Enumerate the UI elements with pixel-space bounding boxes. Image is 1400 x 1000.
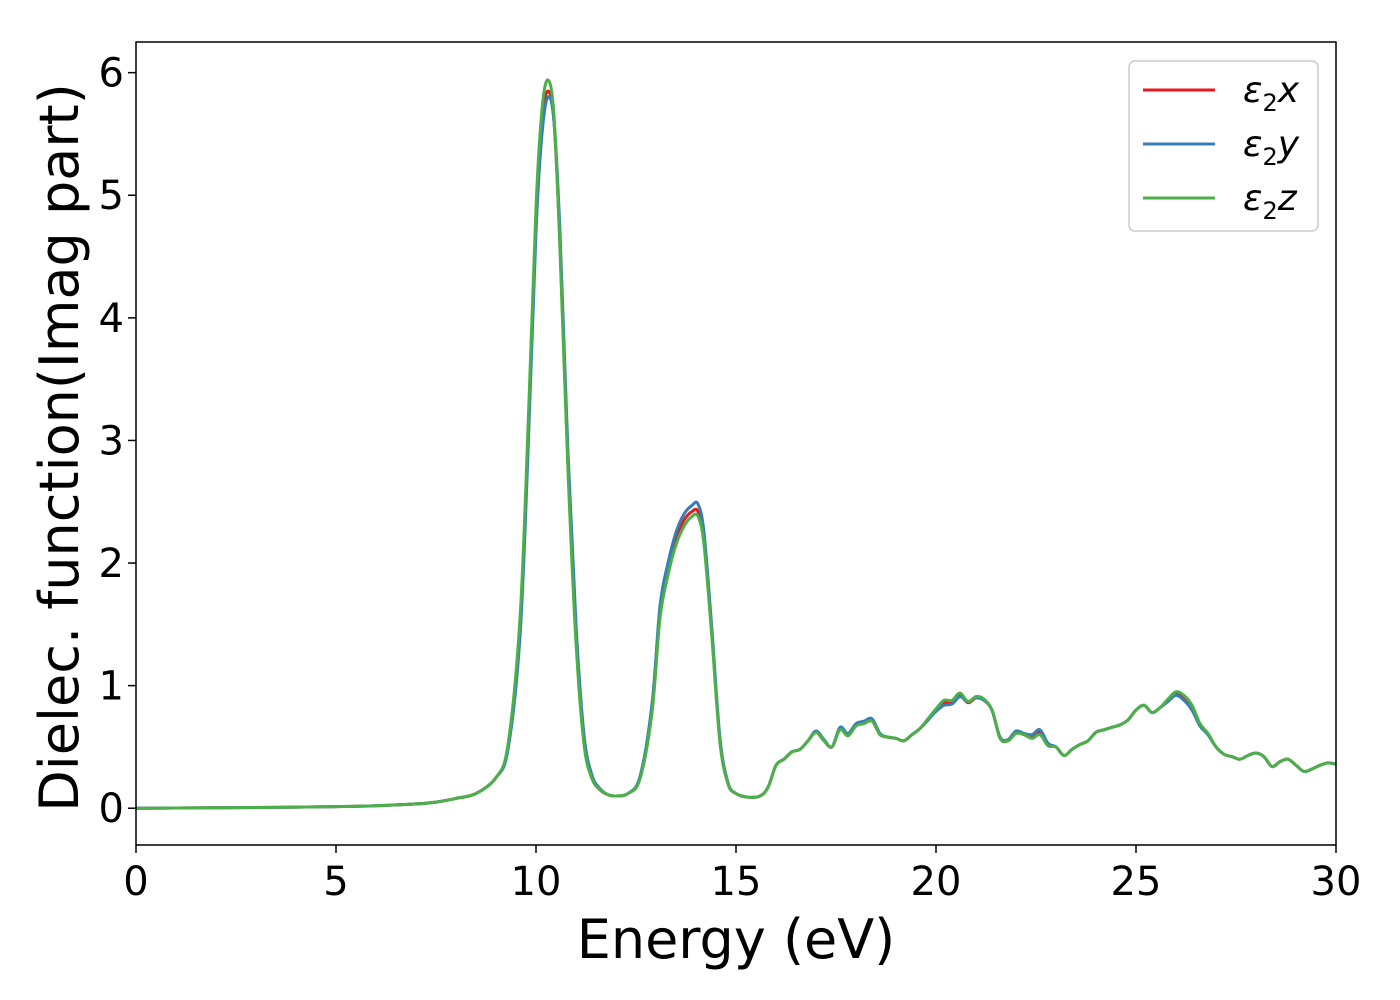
y-tick-label: 5 xyxy=(99,173,124,219)
legend-subscript: 2 xyxy=(1262,197,1277,225)
legend-frame xyxy=(1128,60,1319,232)
legend-label-z: ε2z xyxy=(1243,178,1298,225)
y-tick-label: 2 xyxy=(99,541,124,587)
legend-subscript: 2 xyxy=(1262,89,1277,117)
y-tick-label: 1 xyxy=(99,664,124,710)
x-tick-label: 15 xyxy=(711,859,762,905)
x-tick-label: 0 xyxy=(123,859,148,905)
legend-label-y: ε2y xyxy=(1243,124,1300,171)
legend-subscript: 2 xyxy=(1262,143,1277,171)
legend-axis-letter: y xyxy=(1277,124,1300,165)
y-axis-label: Dielec. function(Imag part) xyxy=(28,83,91,812)
x-tick-label: 30 xyxy=(1311,859,1362,905)
legend-symbol: ε xyxy=(1243,70,1262,111)
legend-symbol: ε xyxy=(1243,178,1262,219)
x-axis-label: Energy (eV) xyxy=(577,908,896,971)
y-tick-label: 4 xyxy=(99,296,124,342)
legend-axis-letter: x xyxy=(1277,70,1300,111)
x-tick-label: 20 xyxy=(911,859,962,905)
legend-symbol: ε xyxy=(1243,124,1262,165)
legend-axis-letter: z xyxy=(1277,178,1298,219)
x-tick-label: 5 xyxy=(323,859,348,905)
y-axis-ticks: 0 1 2 3 4 5 6 xyxy=(99,51,136,832)
series-line-ε2z xyxy=(136,78,1336,810)
y-tick-label: 0 xyxy=(99,786,124,832)
legend-label-x: ε2x xyxy=(1243,70,1300,117)
y-tick-label: 3 xyxy=(99,418,124,464)
y-tick-label: 6 xyxy=(99,51,124,97)
plot-layer xyxy=(136,78,1336,810)
x-axis-ticks: 0 5 10 15 20 25 30 xyxy=(123,845,1361,905)
x-tick-label: 25 xyxy=(1111,859,1162,905)
x-tick-label: 10 xyxy=(511,859,562,905)
